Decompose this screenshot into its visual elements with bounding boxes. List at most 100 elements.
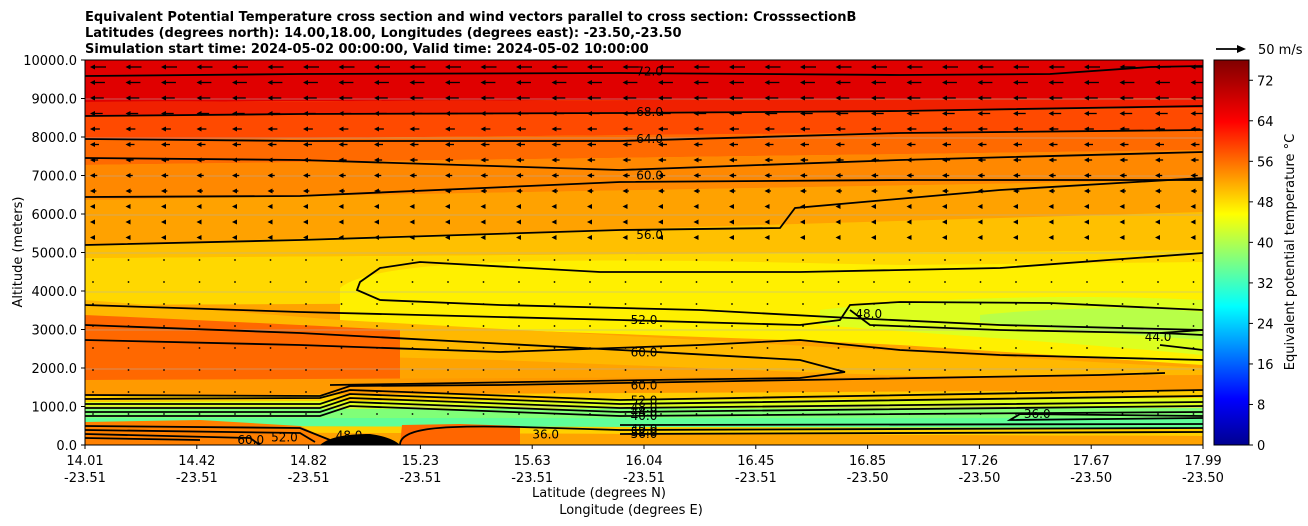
wind-arrow (445, 142, 454, 147)
wind-arrow (1084, 142, 1093, 147)
contour-label: 60.0 (631, 346, 658, 360)
wind-arrow (1084, 111, 1097, 116)
quiver-key-arrow-icon (1237, 45, 1246, 53)
wind-arrow (303, 64, 319, 70)
contour-44 (1159, 329, 1203, 351)
wind-arrow (800, 80, 815, 85)
wind-arrow (161, 204, 166, 209)
wind-arrow-small (376, 347, 378, 349)
wind-arrow-small (482, 281, 485, 283)
wind-arrow (1119, 80, 1135, 85)
wind-arrow (445, 157, 454, 163)
wind-arrow (267, 188, 274, 194)
wind-arrow-small (660, 347, 662, 349)
x-tick-label-lat: 15.63 (514, 454, 551, 469)
wind-arrow (232, 111, 245, 116)
wind-arrow (622, 204, 628, 209)
wind-arrow (267, 80, 283, 85)
wind-arrow-small (1015, 325, 1017, 327)
contour-lines (85, 65, 1203, 445)
wind-arrow (871, 219, 876, 225)
wind-arrow (764, 111, 778, 116)
wind-arrow-small (1157, 369, 1159, 371)
wind-arrow-small (660, 369, 662, 371)
wind-arrow (90, 173, 98, 178)
wind-arrow (409, 173, 417, 178)
wind-arrow-small (127, 281, 130, 283)
wind-arrow (764, 142, 774, 147)
wind-arrow (409, 142, 419, 147)
wind-arrow (338, 64, 355, 70)
wind-arrow-small (234, 413, 236, 415)
wind-arrow (267, 157, 276, 163)
wind-arrow-small (731, 259, 733, 261)
wind-arrow (125, 111, 139, 116)
wind-arrow (1084, 64, 1100, 70)
contour-label: 48.0 (855, 307, 882, 321)
wind-arrow (1048, 126, 1059, 132)
wind-arrow (374, 188, 381, 194)
wind-arrow (906, 126, 917, 132)
wind-arrow-small (305, 281, 307, 283)
wind-arrow-small (1121, 325, 1124, 327)
wind-arrow (409, 126, 420, 132)
wind-arrow-small (340, 281, 343, 283)
wind-arrow (1013, 173, 1021, 178)
wind-arrow (587, 188, 594, 194)
wind-arrow-small (837, 391, 840, 393)
wind-arrow (267, 111, 281, 116)
wind-arrow (729, 111, 742, 116)
quiver-key-label: 50 m/s (1258, 43, 1303, 58)
wind-arrow-small (695, 325, 698, 327)
y-tick-label: 8000.0 (32, 131, 78, 146)
wind-arrow-small (802, 413, 804, 415)
wind-arrow-small (589, 347, 591, 349)
contour-label: 44.0 (1145, 330, 1172, 344)
wind-arrow (1155, 235, 1160, 240)
wind-arrow (232, 80, 247, 85)
wind-arrow (871, 111, 884, 116)
wind-arrow (303, 142, 312, 147)
wind-arrow-small (163, 303, 165, 305)
wind-arrow-small (1121, 259, 1124, 261)
wind-arrow (1190, 126, 1201, 132)
wind-arrow (338, 111, 352, 116)
wind-arrow-small (553, 391, 556, 393)
contour-label: 52.0 (271, 431, 298, 445)
wind-arrow-small (660, 303, 662, 305)
wind-arrow (516, 157, 525, 163)
wind-arrow-small (198, 413, 201, 415)
wind-arrow-small (1121, 413, 1124, 415)
wind-arrow (693, 204, 699, 209)
contour-60b (85, 324, 846, 386)
wind-arrow-small (944, 281, 946, 283)
wind-arrow (658, 142, 667, 147)
wind-arrow-small (1015, 413, 1017, 415)
wind-arrow (338, 157, 347, 163)
x-tick-label-lon: -23.51 (399, 471, 441, 486)
contour-40e (619, 423, 1203, 426)
wind-arrow-small (234, 259, 236, 261)
wind-arrow (267, 219, 273, 225)
wind-arrow (693, 64, 710, 70)
wind-arrow-small (518, 391, 520, 393)
wind-arrow-small (944, 347, 946, 349)
wind-arrow-small (92, 325, 94, 327)
wind-arrow-small (127, 259, 130, 261)
wind-arrow (587, 64, 603, 70)
wind-arrow (338, 219, 344, 225)
wind-arrow (1084, 157, 1093, 163)
y-tick-label: 5000.0 (32, 247, 78, 262)
contour-52 (355, 252, 1203, 331)
wind-arrow (480, 157, 489, 163)
wind-arrow (303, 80, 318, 85)
wind-arrow (125, 173, 133, 178)
wind-arrow (906, 235, 912, 240)
wind-arrow-small (411, 413, 414, 415)
wind-arrow (1155, 64, 1171, 70)
wind-arrow-small (944, 303, 946, 305)
wind-arrow (1190, 80, 1203, 85)
wind-arrow-small (376, 281, 378, 283)
wind-arrow (871, 126, 881, 132)
x-axis-label-longitude: Longitude (degrees E) (559, 503, 703, 518)
